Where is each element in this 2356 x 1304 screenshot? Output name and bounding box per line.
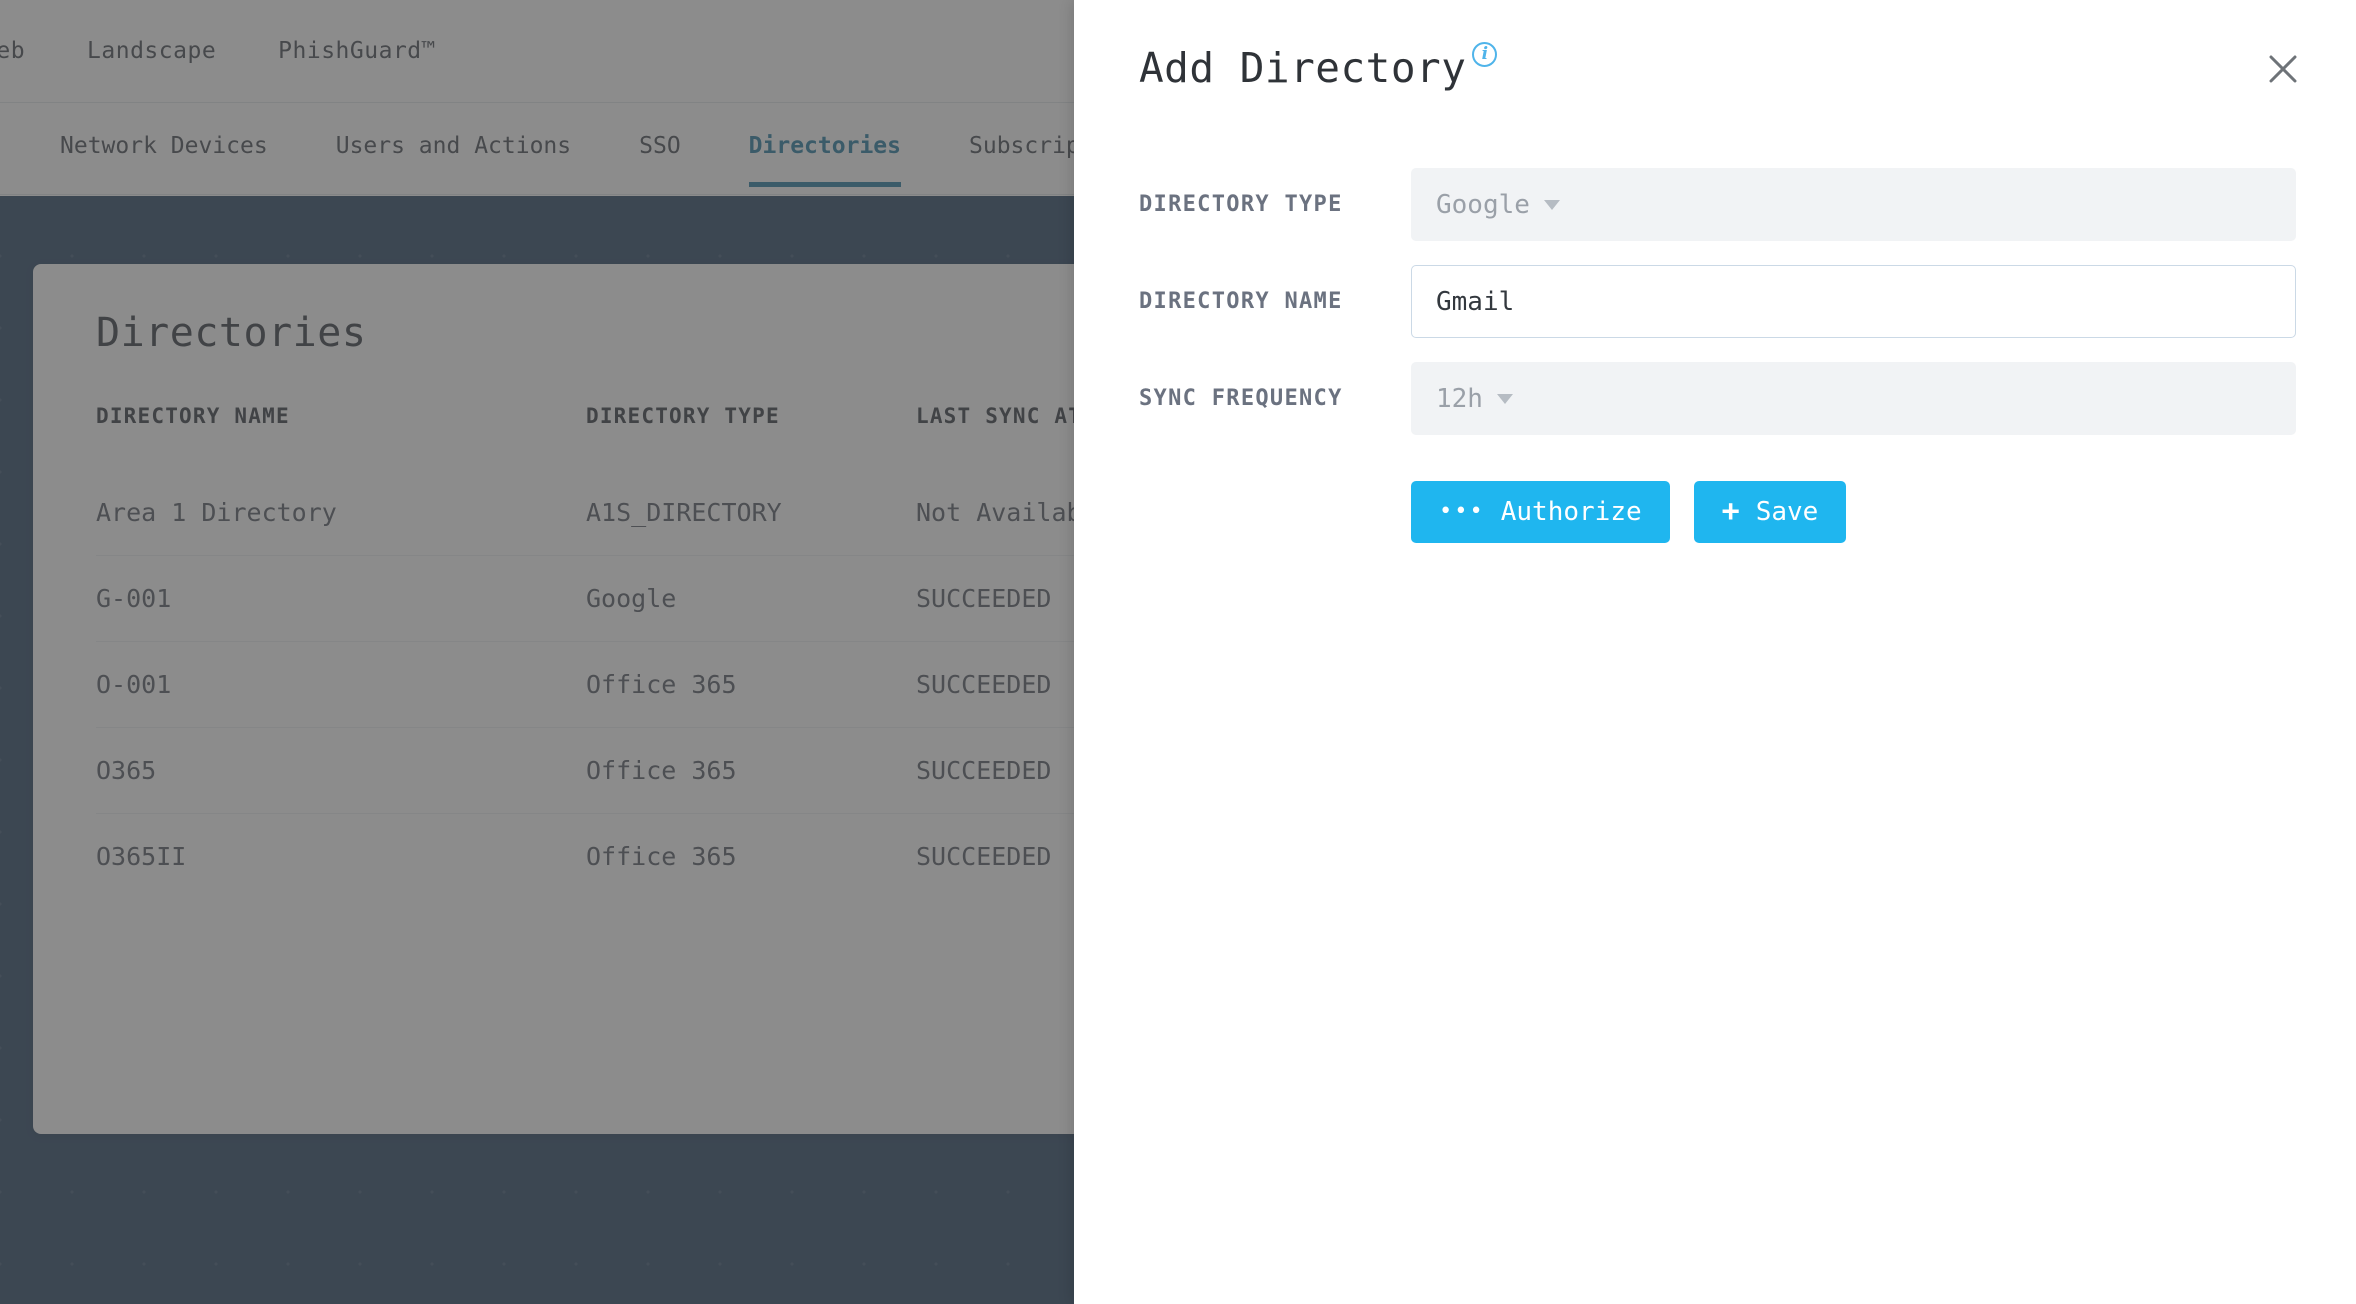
- field-row-sync-frequency: SYNC FREQUENCY 12h: [1139, 362, 2296, 435]
- modal-title: Add Directory: [1139, 44, 1467, 92]
- ellipsis-icon: •••: [1439, 499, 1485, 524]
- save-button[interactable]: + Save: [1693, 481, 1847, 543]
- authorize-button[interactable]: ••• Authorize: [1411, 481, 1670, 543]
- modal-header: Add Directory i: [1139, 42, 1498, 92]
- field-row-directory-type: DIRECTORY TYPE Google: [1139, 168, 2296, 241]
- label-directory-type: DIRECTORY TYPE: [1139, 192, 1343, 217]
- info-icon[interactable]: i: [1472, 42, 1498, 67]
- close-icon[interactable]: [2262, 48, 2304, 90]
- chevron-down-icon: [1543, 199, 1560, 210]
- directory-type-value: Google: [1436, 189, 1530, 220]
- label-directory-name: DIRECTORY NAME: [1139, 289, 1343, 314]
- chevron-down-icon: [1496, 393, 1513, 404]
- add-directory-form: DIRECTORY TYPE Google DIRECTORY NAME: [1139, 168, 2296, 543]
- modal-backdrop-overlay[interactable]: [0, 0, 1074, 1304]
- label-sync-frequency: SYNC FREQUENCY: [1139, 386, 1343, 411]
- modal-action-buttons: ••• Authorize + Save: [1411, 481, 2296, 543]
- save-button-label: Save: [1755, 497, 1819, 527]
- authorize-button-label: Authorize: [1500, 497, 1642, 527]
- directory-name-input[interactable]: [1411, 265, 2296, 338]
- sync-frequency-select[interactable]: 12h: [1411, 362, 2296, 435]
- sync-frequency-value: 12h: [1436, 383, 1483, 414]
- plus-icon: +: [1721, 494, 1740, 529]
- add-directory-modal: Add Directory i DIRECTORY TYPE Google DI…: [1074, 0, 2356, 1304]
- directory-type-select[interactable]: Google: [1411, 168, 2296, 241]
- field-row-directory-name: DIRECTORY NAME: [1139, 265, 2296, 338]
